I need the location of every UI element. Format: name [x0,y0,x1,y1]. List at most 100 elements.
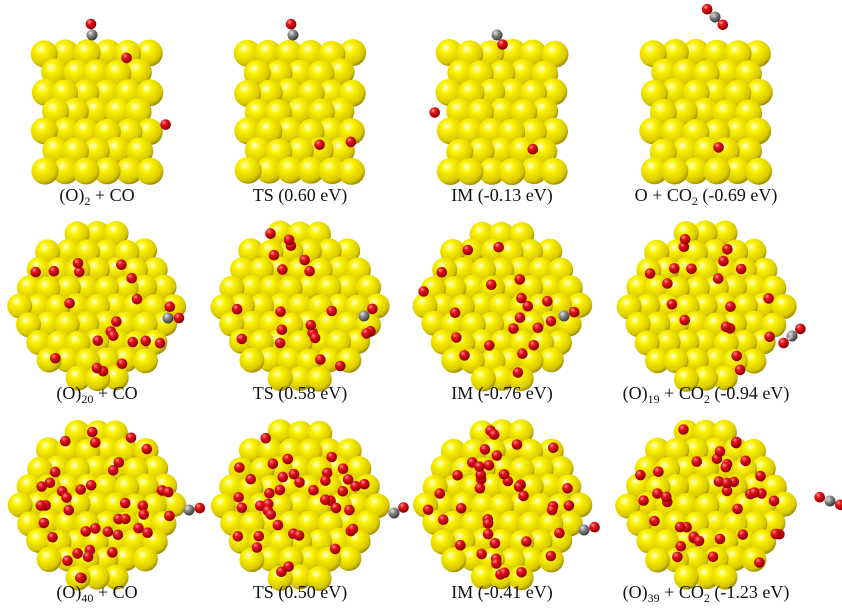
oxygen-atom [127,336,138,348]
gold-atom [31,157,59,185]
oxygen-atom [731,436,742,448]
oxygen-atom [768,495,780,507]
oxygen-atom [720,321,732,333]
oxygen-atom [125,432,137,444]
oxygen-atom [635,469,646,481]
oxygen-atom [725,301,736,312]
gold-atom [35,311,61,337]
oxygen-atom [275,306,286,318]
gold-atom [745,78,773,106]
gold-atom [115,157,143,185]
oxygen-atom [80,526,92,537]
caption-subscript: 40 [81,591,94,605]
oxygen-atom [107,465,119,476]
gold-atom [538,347,564,373]
gold-atom [520,157,548,185]
oxygen-atom [491,558,502,569]
gold-atom [661,78,689,105]
oxygen-atom [653,466,664,478]
oxygen-atom [563,500,575,511]
caption-r3c4: (O)39 + CO2 (-1.23 eV) [622,582,790,605]
oxygen-atom [511,439,523,450]
oxygen-atom [521,536,532,547]
oxygen-atom [113,457,125,468]
oxygen-atom [474,482,486,494]
gold-atom [421,310,447,336]
oxygen-atom [38,517,50,529]
gold-atom [297,274,323,300]
oxygen-atom [666,299,678,310]
gold-atom [355,510,381,536]
oxygen-atom [518,490,529,502]
gold-atom [694,564,720,590]
oxygen-atom [350,480,361,492]
cluster-panel-r3c4 [615,419,842,590]
oxygen-atom [315,354,326,365]
oxygen-atom [732,503,743,515]
oxygen-atom [102,526,114,537]
oxygen-atom [108,330,119,342]
oxygen-atom [335,360,346,372]
gold-atom [244,136,272,164]
gold-atom [104,97,132,125]
caption-r2c3: IM (-0.76 eV) [451,383,553,403]
gold-atom [567,492,593,518]
gold-atom [447,59,475,87]
oxygen-atom [514,312,526,324]
oxygen-atom [638,495,649,506]
oxygen-atom [345,136,357,148]
oxygen-atom [516,567,527,578]
oxygen-atom [154,337,166,349]
oxygen-atom [488,429,500,440]
oxygen-atom [344,504,355,516]
oxygen-atom [163,486,174,498]
gold-atom [712,564,738,590]
gold-atom [713,491,739,517]
oxygen-atom [517,348,528,360]
gold-atom [626,274,652,300]
oxygen-atom [72,548,83,559]
caption-subscript: 2 [703,392,710,406]
oxygen-atom [713,476,725,487]
oxygen-atom [679,234,691,245]
oxygen-atom [707,551,719,563]
gold-atom [26,528,52,553]
gold-atom [84,257,110,283]
oxygen-atom [251,542,263,553]
gold-atom [41,58,69,86]
gold-atom [51,157,79,185]
gold-atom [430,455,456,481]
oxygen-atom [116,358,128,370]
oxygen-atom [44,477,56,489]
oxygen-atom [272,519,284,531]
gold-atom [72,157,100,185]
oxygen-atom [236,502,248,513]
oxygen-atom [232,531,244,542]
oxygen-atom [288,468,300,480]
gold-atom [254,39,282,67]
gold-atom [436,117,464,145]
gold-atom [645,348,670,374]
oxygen-atom [691,456,703,467]
oxygen-atom [498,469,510,480]
oxygen-atom [516,292,527,304]
gold-atom [547,527,573,553]
caption-r1c1: (O)2 + CO [59,185,135,208]
oxygen-atom [264,488,275,499]
cluster-panel-r3c1 [7,419,206,591]
gold-atom [296,510,322,536]
oxygen-atom [320,475,331,487]
oxygen-atom [282,453,294,465]
cluster-panel-r1c1 [30,18,171,185]
caption-subscript: 19 [647,392,660,406]
oxygen-atom [274,484,286,496]
oxygen-atom [231,303,243,315]
gold-atom [674,366,699,392]
clusters-layer [7,3,842,591]
oxygen-atom [142,527,153,538]
oxygen-atom [337,486,349,497]
oxygen-atom [140,335,151,347]
oxygen-atom [545,316,557,327]
oxygen-atom [119,497,131,509]
gold-atom [316,275,342,301]
